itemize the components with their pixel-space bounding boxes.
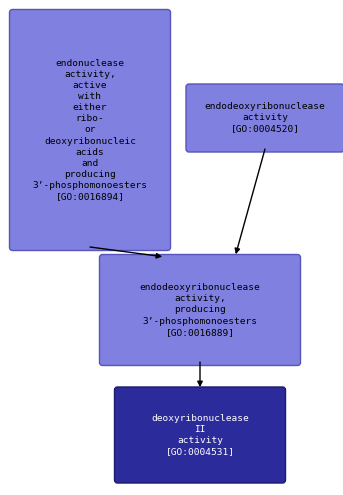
FancyBboxPatch shape	[10, 9, 170, 250]
FancyBboxPatch shape	[115, 387, 285, 483]
Text: endodeoxyribonuclease
activity
[GO:0004520]: endodeoxyribonuclease activity [GO:00045…	[205, 102, 326, 134]
FancyBboxPatch shape	[186, 84, 343, 152]
FancyBboxPatch shape	[99, 254, 300, 365]
Text: endonuclease
activity,
active
with
either
ribo-
or
deoxyribonucleic
acids
and
pr: endonuclease activity, active with eithe…	[33, 59, 147, 201]
Text: deoxyribonuclease
II
activity
[GO:0004531]: deoxyribonuclease II activity [GO:000453…	[151, 414, 249, 456]
Text: endodeoxyribonuclease
activity,
producing
3’-phosphomonoesters
[GO:0016889]: endodeoxyribonuclease activity, producin…	[140, 283, 260, 337]
